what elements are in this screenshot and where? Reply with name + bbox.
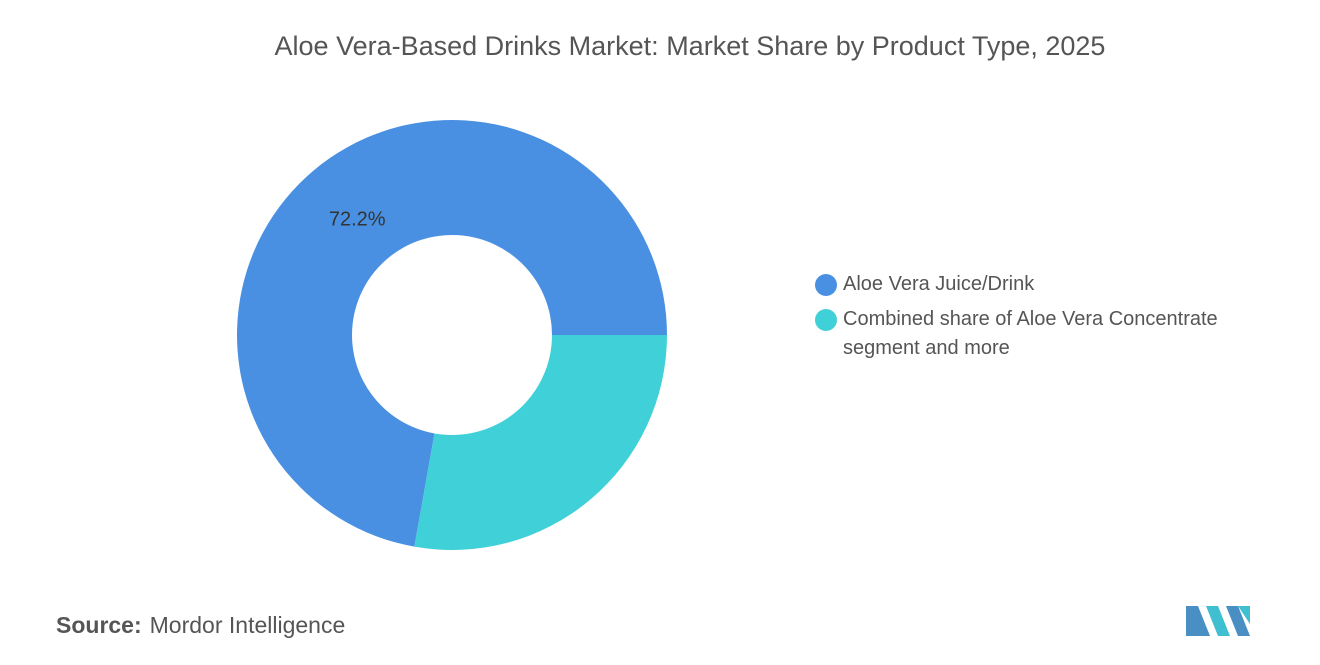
value-label: 72.2% [329,209,386,231]
legend: Aloe Vera Juice/Drink Combined share of A… [815,270,1295,369]
legend-swatch [815,274,837,296]
donut-slice [414,335,667,550]
source-label: Source: [56,612,142,638]
donut-slice [237,120,668,547]
source: Source: Mordor Intelligence [56,612,345,639]
legend-item: Aloe Vera Juice/Drink [815,270,1295,299]
legend-label: Aloe Vera Juice/Drink [843,273,1035,295]
legend-item: Combined share of Aloe Vera Concentrate … [815,305,1295,363]
chart-title: Aloe Vera-Based Drinks Market: Market Sh… [275,31,1106,61]
legend-swatch [815,309,837,331]
logo [1186,606,1250,636]
source-text: Mordor Intelligence [149,612,346,638]
legend-label: Combined share of Aloe Vera Concentrate … [843,308,1218,359]
